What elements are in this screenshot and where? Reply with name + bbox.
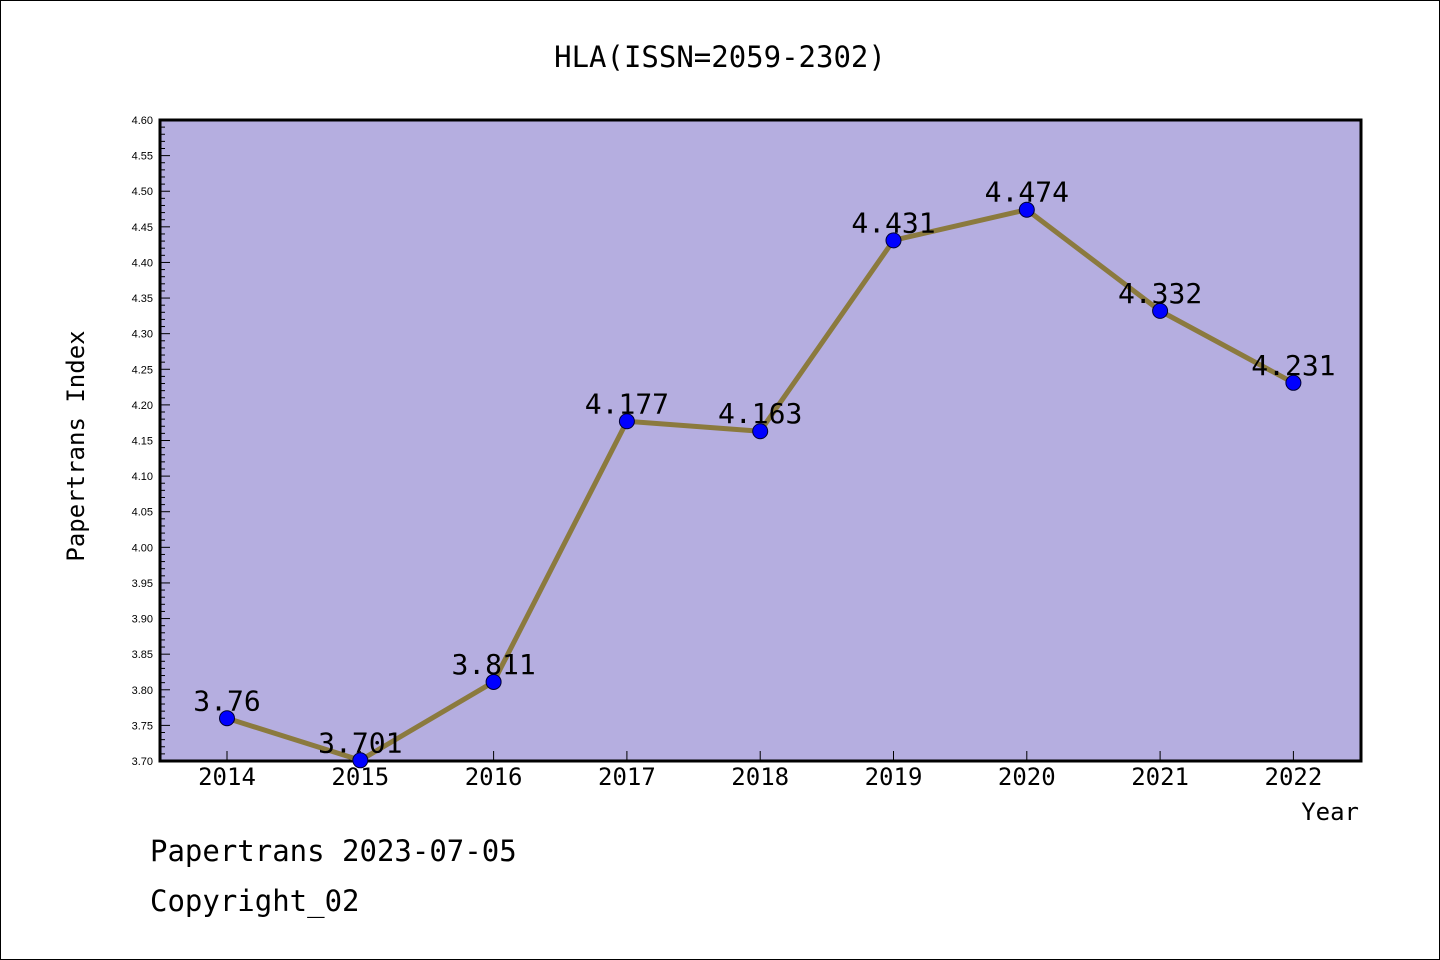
y-tick-label: 3.70	[132, 756, 153, 768]
x-tick-label: 2018	[731, 763, 789, 791]
y-tick-label: 3.85	[132, 649, 153, 661]
y-tick-label: 3.75	[132, 720, 153, 732]
data-point	[1152, 302, 1169, 319]
y-tick-label: 4.45	[132, 222, 153, 234]
data-point	[752, 423, 769, 440]
data-point	[352, 752, 369, 769]
y-tick-label: 4.50	[132, 186, 153, 198]
chart-title: HLA(ISSN=2059-2302)	[554, 40, 886, 74]
series-line-group	[219, 201, 1302, 769]
data-label: 4.163	[718, 397, 802, 430]
y-tick-label: 4.40	[132, 257, 153, 269]
y-tick-label: 4.05	[132, 507, 153, 519]
x-tick-label: 2016	[465, 763, 523, 791]
x-axis: 2014 2015 2016 2017 2018 2019 2020 2021 2022	[198, 751, 1322, 791]
x-tick-label: 2019	[865, 763, 923, 791]
data-point	[618, 413, 635, 430]
data-label: 3.76	[193, 684, 260, 717]
data-label: 4.332	[1118, 277, 1202, 310]
x-tick-label: 2014	[198, 763, 256, 791]
y-tick-label: 3.80	[132, 685, 153, 697]
y-axis: 3.70 3.75 3.80 3.85 3.90 3.95 4.00 4.05 4.10 4.15…	[132, 115, 170, 768]
data-label: 4.177	[585, 387, 669, 420]
data-point	[1285, 374, 1302, 391]
data-label: 4.231	[1251, 349, 1335, 382]
x-tick-label: 2020	[998, 763, 1056, 791]
y-tick-label: 4.30	[132, 329, 153, 341]
data-point	[885, 232, 902, 249]
data-point	[1018, 201, 1035, 218]
data-point	[485, 673, 502, 690]
data-label: 4.474	[985, 176, 1069, 209]
y-axis-label: Papertrans Index	[62, 330, 90, 561]
data-label: 3.701	[318, 726, 402, 759]
footer-date: Papertrans 2023-07-05	[150, 834, 517, 868]
y-tick-label: 3.95	[132, 578, 153, 590]
data-label-group: 3.76 3.701 3.811 4.177 4.163 4.431 4.474 4.332 4…	[193, 176, 1335, 760]
y-tick-label: 4.60	[132, 115, 153, 127]
x-tick-label: 2021	[1131, 763, 1189, 791]
plot-area	[158, 118, 1363, 763]
x-axis-label: Year	[1301, 798, 1359, 826]
x-tick-label: 2017	[598, 763, 656, 791]
data-label: 3.811	[451, 648, 535, 681]
data-point	[219, 710, 235, 727]
y-tick-label: 4.25	[132, 364, 153, 376]
x-tick-label: 2022	[1265, 763, 1323, 791]
y-tick-label: 3.90	[132, 614, 153, 626]
y-tick-label: 4.55	[132, 151, 153, 163]
y-tick-label: 4.35	[132, 293, 153, 305]
y-tick-label: 4.20	[132, 400, 153, 412]
y-tick-label: 4.15	[132, 436, 153, 448]
footer-copyright: Copyright_02	[150, 884, 360, 918]
data-label: 4.431	[851, 206, 935, 239]
y-tick-label: 4.10	[132, 471, 153, 483]
y-tick-label: 4.00	[132, 542, 153, 554]
